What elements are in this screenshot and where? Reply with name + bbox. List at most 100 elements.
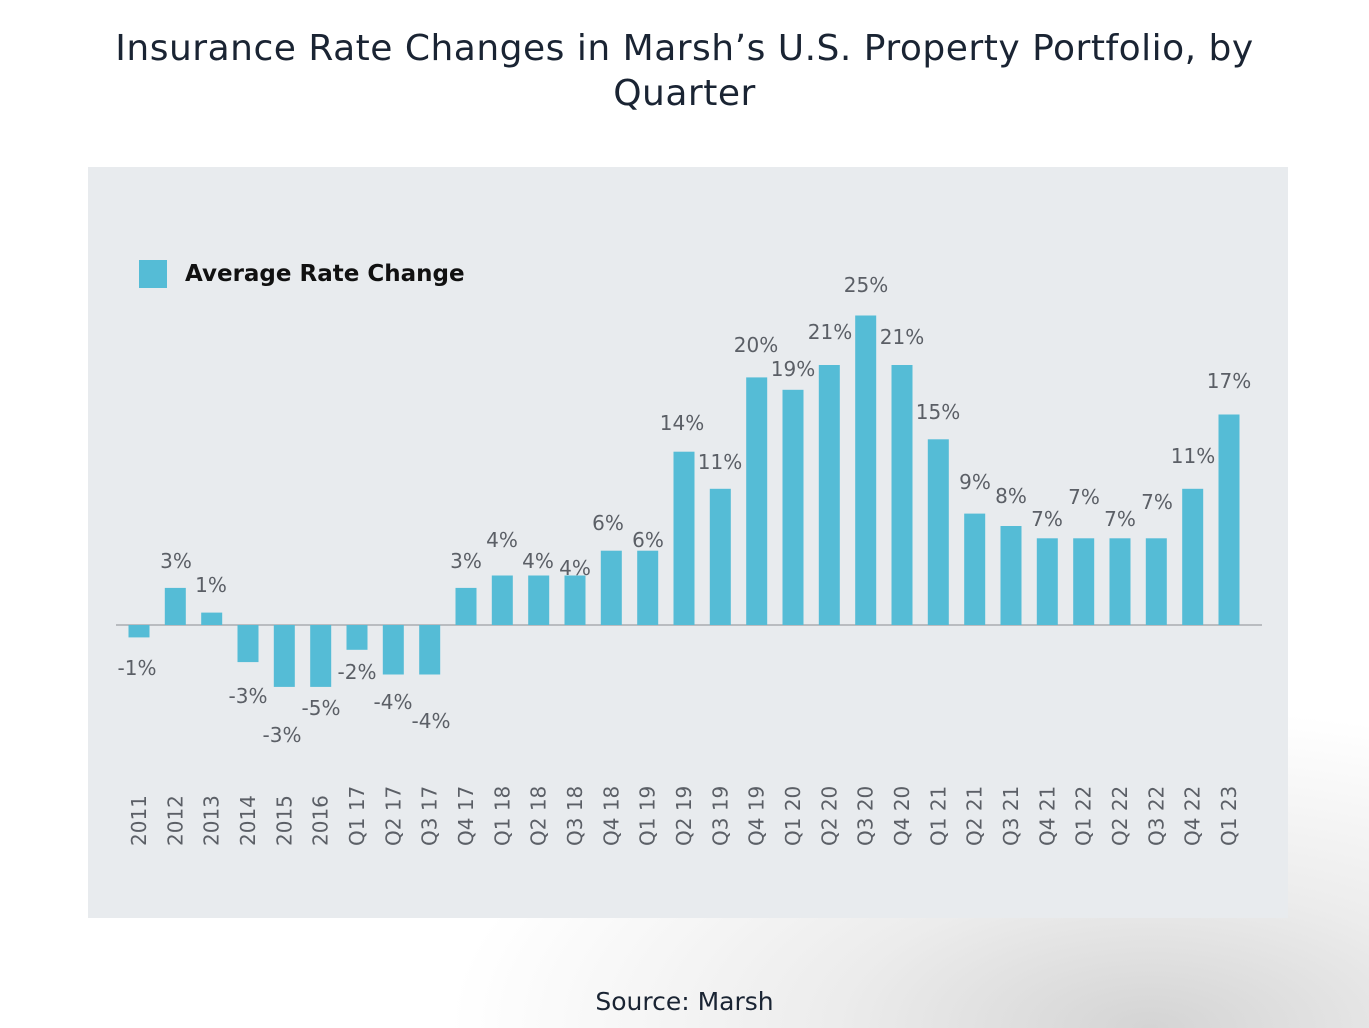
x-tick-label: Q3 20 — [854, 786, 878, 846]
x-tick-label: Q3 22 — [1144, 786, 1168, 846]
data-label: 17% — [1207, 369, 1251, 393]
data-label: -4% — [412, 709, 451, 733]
data-label: 3% — [450, 549, 482, 573]
bar-q4-22 — [1182, 488, 1204, 625]
x-tick-label: Q4 22 — [1181, 786, 1205, 846]
data-label: 4% — [486, 528, 518, 552]
data-label: 7% — [1104, 507, 1136, 531]
x-tick-label: Q2 22 — [1108, 786, 1132, 846]
bar-2011 — [128, 625, 150, 638]
data-label: 15% — [916, 400, 960, 424]
data-label: 19% — [771, 357, 815, 381]
bar-2014 — [237, 625, 259, 663]
x-tick-label: Q3 19 — [708, 786, 732, 846]
bar-q2-22 — [1109, 538, 1131, 625]
data-label: -5% — [302, 696, 341, 720]
chart-title-text: Insurance Rate Changes in Marsh’s U.S. P… — [115, 28, 1254, 114]
data-label: 9% — [959, 470, 991, 494]
x-tick-label: Q4 18 — [599, 786, 623, 846]
data-label: -4% — [374, 690, 413, 714]
x-tick-label: Q1 17 — [345, 786, 369, 846]
bar-q4-18 — [600, 550, 622, 625]
legend-swatch — [139, 260, 167, 288]
x-tick-label: 2016 — [309, 795, 333, 846]
x-tick-label: Q1 23 — [1217, 786, 1241, 846]
data-label: 4% — [559, 556, 591, 580]
x-tick-label: Q2 21 — [963, 786, 987, 846]
x-tick-label: Q2 20 — [817, 786, 841, 846]
legend: Average Rate Change — [139, 260, 465, 288]
data-label: 11% — [698, 450, 742, 474]
x-tick-label: Q2 19 — [672, 786, 696, 846]
x-tick-label: 2012 — [163, 795, 187, 846]
x-tick-label: Q2 17 — [381, 786, 405, 846]
bar-q4-19 — [746, 377, 768, 625]
data-label: -2% — [338, 660, 377, 684]
bar-2016 — [310, 625, 332, 687]
data-label: 7% — [1068, 485, 1100, 509]
bar-q4-17 — [455, 587, 477, 625]
bar-q1-17 — [346, 625, 368, 650]
data-label: 4% — [522, 549, 554, 573]
chart-title: Insurance Rate Changes in Marsh’s U.S. P… — [0, 26, 1369, 116]
x-tick-label: Q3 18 — [563, 786, 587, 846]
data-label: -1% — [118, 656, 157, 680]
x-tick-label: Q4 17 — [454, 786, 478, 846]
x-tick-label: Q3 21 — [999, 786, 1023, 846]
x-tick-label: Q1 20 — [781, 786, 805, 846]
bar-2012 — [164, 587, 186, 625]
data-label: 6% — [592, 511, 624, 535]
bar-q1-18 — [491, 575, 513, 625]
bar-q3-20 — [855, 315, 877, 625]
bar-q4-20 — [891, 365, 913, 625]
x-tick-label: 2011 — [127, 795, 151, 846]
x-tick-label: Q4 20 — [890, 786, 914, 846]
bar-q1-23 — [1218, 414, 1240, 625]
legend-label: Average Rate Change — [185, 261, 465, 287]
x-tick-label: Q4 21 — [1035, 786, 1059, 846]
bar-q4-21 — [1036, 538, 1058, 625]
data-label: 20% — [734, 333, 778, 357]
bar-q3-21 — [1000, 526, 1022, 625]
bar-q1-22 — [1073, 538, 1095, 625]
x-tick-label: Q1 19 — [636, 786, 660, 846]
data-label: 21% — [808, 320, 852, 344]
data-label: 14% — [660, 411, 704, 435]
x-tick-label: 2013 — [200, 795, 224, 846]
bar-q1-19 — [637, 550, 659, 625]
bar-q2-18 — [528, 575, 550, 625]
x-tick-label: Q1 22 — [1072, 786, 1096, 846]
data-label: 8% — [995, 484, 1027, 508]
data-label: -3% — [229, 684, 268, 708]
bar-q2-17 — [382, 625, 404, 675]
data-label: 25% — [844, 273, 888, 297]
bar-q2-19 — [673, 451, 695, 625]
x-tick-label: 2015 — [272, 795, 296, 846]
data-label: 6% — [632, 528, 664, 552]
x-tick-label: 2014 — [236, 795, 260, 846]
bar-q3-19 — [709, 488, 731, 625]
bar-q1-21 — [927, 439, 949, 625]
x-tick-label: Q4 19 — [745, 786, 769, 846]
data-label: 7% — [1141, 490, 1173, 514]
data-label: 3% — [160, 549, 192, 573]
x-tick-label: Q2 18 — [527, 786, 551, 846]
data-label: 1% — [195, 573, 227, 597]
bar-q1-20 — [782, 389, 804, 625]
x-tick-label: Q1 18 — [490, 786, 514, 846]
data-label: 21% — [880, 325, 924, 349]
bar-q3-22 — [1145, 538, 1167, 625]
bar-q2-21 — [964, 513, 986, 625]
bar-q2-20 — [818, 365, 840, 625]
data-label: 11% — [1171, 444, 1215, 468]
bar-2015 — [273, 625, 295, 687]
data-label: 7% — [1031, 507, 1063, 531]
x-tick-label: Q3 17 — [418, 786, 442, 846]
data-label: -3% — [263, 723, 302, 747]
x-tick-label: Q1 21 — [926, 786, 950, 846]
bar-q3-17 — [419, 625, 441, 675]
source-note: Source: Marsh — [595, 987, 774, 1016]
bar-2013 — [201, 612, 223, 625]
bar-q3-18 — [564, 575, 586, 625]
